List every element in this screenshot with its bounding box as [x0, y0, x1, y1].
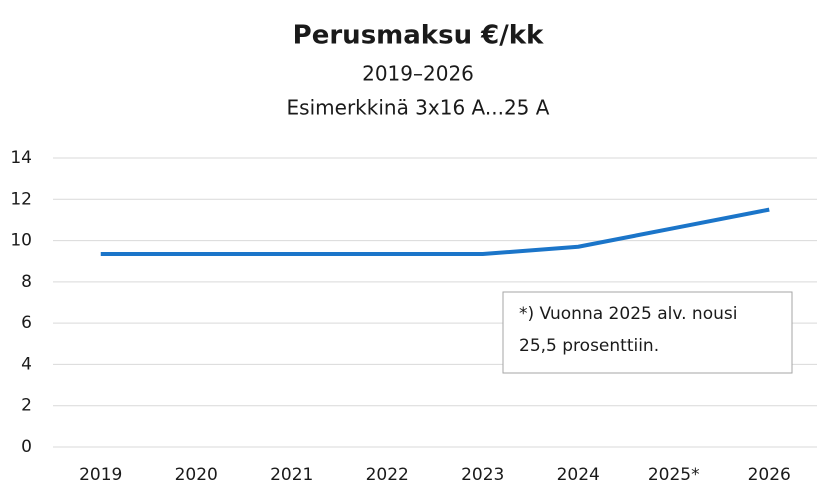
y-tick-label: 6	[21, 313, 32, 333]
x-tick-label: 2020	[175, 465, 218, 485]
data-line	[100, 207, 770, 256]
x-tick-label: 2021	[270, 465, 313, 485]
x-tick-label: 2025*	[648, 465, 700, 485]
y-tick-label: 4	[21, 354, 32, 374]
x-tick-label: 2022	[366, 465, 409, 485]
annotation-box	[502, 291, 793, 374]
annotation: 25,5 prosenttiin.	[519, 336, 659, 356]
y-tick-label: 14	[10, 148, 32, 168]
y-tick-label: 8	[21, 272, 32, 292]
x-tick-label: 2024	[557, 465, 600, 485]
chart-title: Perusmaksu €/kk	[293, 21, 544, 51]
y-tick-label: 0	[21, 437, 32, 457]
y-tick-label: 12	[10, 189, 32, 209]
x-tick-label: 2019	[79, 465, 122, 485]
y-tick-label: 2	[21, 396, 32, 416]
chart-subtitle: Esimerkkinä 3x16 A...25 A	[287, 96, 550, 120]
y-tick-label: 10	[10, 231, 32, 251]
x-tick-label: 2023	[461, 465, 504, 485]
chart-subtitle: 2019–2026	[362, 62, 474, 86]
x-tick-label: 2026	[748, 465, 791, 485]
annotation: *) Vuonna 2025 alv. nousi	[519, 304, 737, 324]
